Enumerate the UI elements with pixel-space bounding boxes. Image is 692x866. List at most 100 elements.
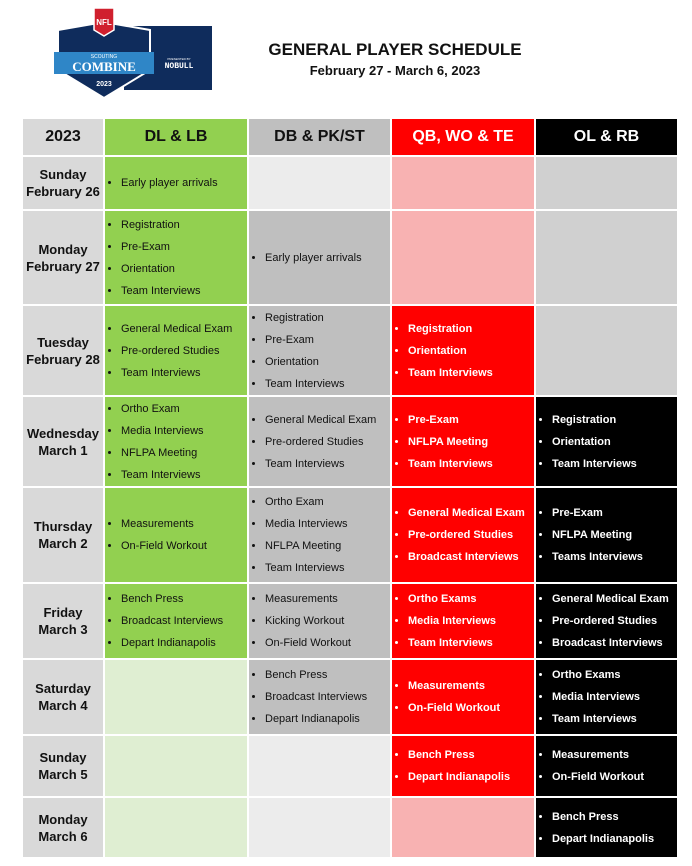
activity-item: Team Interviews [121,280,247,302]
schedule-cell: MeasurementsOn-Field Workout [534,734,679,798]
day-date: March 4 [38,698,88,713]
activity-list: Ortho ExamMedia InterviewsNFLPA MeetingT… [105,398,247,486]
activity-item: Teams Interviews [552,546,677,568]
schedule-cell [534,209,679,306]
activity-list: Ortho ExamMedia InterviewsNFLPA MeetingT… [249,491,390,579]
day-date: March 6 [38,828,88,844]
day-cell: Saturday March 4 [21,658,105,736]
activity-item: Team Interviews [121,362,247,384]
schedule-cell: General Medical ExamPre-ordered StudiesB… [534,582,679,660]
activity-item: Bench Press [121,588,247,610]
activity-item: Pre-Exam [552,502,677,524]
schedule-cell: Ortho ExamMedia InterviewsNFLPA MeetingT… [103,395,249,488]
activity-item: Measurements [552,744,677,766]
activity-item: Media Interviews [265,513,390,535]
schedule-cell: Ortho ExamMedia InterviewsNFLPA MeetingT… [247,486,392,584]
schedule-table: 2023 DL & LB DB & PK/ST QB, WO & TE OL &… [21,117,679,859]
schedule-cell: General Medical ExamPre-ordered StudiesT… [247,395,392,488]
activity-item: On-Field Workout [121,535,247,557]
activity-item: Team Interviews [408,632,534,654]
activity-item: Media Interviews [552,686,677,708]
activity-list: Ortho ExamsMedia InterviewsTeam Intervie… [392,588,534,654]
svg-text:PRESENTED BY: PRESENTED BY [167,57,190,61]
activity-list: Bench PressDepart Indianapolis [392,744,534,788]
activity-list: Early player arrivals [105,172,247,194]
schedule-cell: RegistrationOrientationTeam Interviews [534,395,679,488]
activity-list: Ortho ExamsMedia InterviewsTeam Intervie… [536,664,677,730]
activity-item: Team Interviews [265,557,390,579]
activity-item: Registration [121,214,247,236]
activity-item: Orientation [408,340,534,362]
day-cell: Sunday March 5 [21,734,105,798]
schedule-cell: RegistrationPre-ExamOrientationTeam Inte… [247,304,392,397]
activity-list: Pre-ExamNFLPA MeetingTeam Interviews [392,409,534,475]
schedule-cell: Bench PressDepart Indianapolis [534,796,679,859]
activity-list: Bench PressBroadcast InterviewsDepart In… [105,588,247,654]
day-date: March 3 [38,622,88,637]
day-day: Monday [38,811,88,827]
activity-list: Bench PressDepart Indianapolis [536,806,677,850]
activity-item: Bench Press [552,806,677,828]
activity-list: Early player arrivals [249,247,390,269]
activity-item: Pre-ordered Studies [121,340,247,362]
schedule-cell: General Medical ExamPre-ordered StudiesT… [103,304,249,397]
schedule-cell: Pre-ExamNFLPA MeetingTeams Interviews [534,486,679,584]
activity-item: Team Interviews [552,453,677,475]
activity-item: Orientation [121,258,247,280]
activity-item: Measurements [408,675,534,697]
activity-item: General Medical Exam [265,409,390,431]
activity-list: Bench PressBroadcast InterviewsDepart In… [249,664,390,730]
activity-item: NFLPA Meeting [121,442,247,464]
activity-item: Team Interviews [121,464,247,486]
activity-item: General Medical Exam [408,502,534,524]
day-day: Sunday [39,750,87,765]
activity-item: Team Interviews [552,708,677,730]
schedule-cell: MeasurementsKicking WorkoutOn-Field Work… [247,582,392,660]
activity-item: Depart Indianapolis [265,708,390,730]
schedule-cell [103,796,249,859]
schedule-cell: Early player arrivals [103,155,249,211]
activity-list: MeasurementsOn-Field Workout [105,513,247,557]
day-cell: Wednesday March 1 [21,395,105,488]
schedule-cell [103,734,249,798]
day-date: March 5 [38,767,88,782]
day-day: Friday [43,605,83,620]
schedule-cell [103,658,249,736]
activity-item: Ortho Exam [121,398,247,420]
activity-item: Registration [408,318,534,340]
activity-item: Depart Indianapolis [121,632,247,654]
activity-item: Broadcast Interviews [552,632,677,654]
activity-item: General Medical Exam [121,318,247,340]
activity-item: On-Field Workout [265,632,390,654]
activity-list: General Medical ExamPre-ordered StudiesB… [536,588,677,654]
table-row: Sunday February 26 Early player arrivals [21,155,679,211]
header-row: 2023 DL & LB DB & PK/ST QB, WO & TE OL &… [21,117,679,157]
activity-item: General Medical Exam [552,588,677,610]
schedule-cell [247,155,392,211]
activity-item: Ortho Exams [408,588,534,610]
svg-text:SCOUTING: SCOUTING [91,54,118,60]
activity-item: Team Interviews [408,453,534,475]
activity-item: On-Field Workout [552,766,677,788]
column-header-dl-lb: DL & LB [103,117,249,157]
activity-item: Orientation [552,431,677,453]
activity-item: Pre-ordered Studies [408,524,534,546]
activity-item: NFLPA Meeting [265,535,390,557]
day-date: February 26 [26,184,100,199]
day-cell: Tuesday February 28 [21,304,105,397]
activity-item: Early player arrivals [265,247,390,269]
activity-item: Registration [265,307,390,329]
activity-item: Pre-Exam [265,329,390,351]
day-day: Sunday [39,167,87,182]
activity-item: Media Interviews [408,610,534,632]
day-date: February 28 [26,351,100,367]
activity-item: Measurements [265,588,390,610]
schedule-cell [390,209,536,306]
activity-item: Orientation [265,351,390,373]
day-cell: Thursday March 2 [21,486,105,584]
